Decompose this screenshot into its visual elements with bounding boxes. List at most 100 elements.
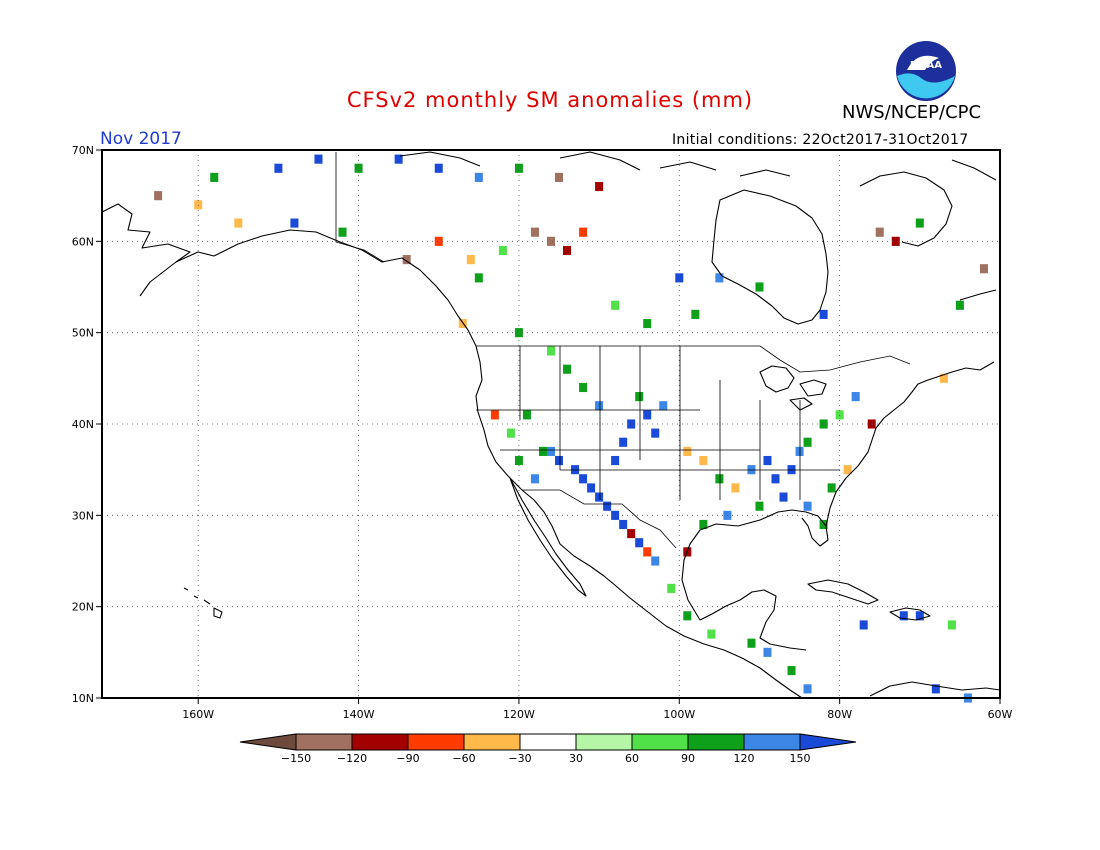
anomaly-cell	[875, 227, 884, 237]
anomaly-cell	[667, 583, 676, 593]
coastline-hispaniola	[889, 607, 931, 621]
anomaly-cell	[506, 428, 515, 438]
anomaly-cell	[787, 666, 796, 676]
colorbar-label: 90	[681, 752, 695, 765]
anomaly-cell	[546, 346, 556, 356]
anomaly-cell	[595, 181, 604, 192]
lon-tick-label: 60W	[988, 708, 1013, 721]
anomaly-cell	[947, 620, 956, 630]
anomaly-cell	[675, 273, 684, 283]
anomaly-cell	[530, 227, 539, 237]
anomaly-cell	[827, 483, 836, 493]
lat-tick-label: 40N	[72, 418, 94, 431]
anomaly-cell	[643, 318, 652, 329]
colorbar-bin	[463, 733, 521, 751]
anomaly-cell	[715, 474, 724, 484]
anomaly-cell	[274, 163, 283, 173]
coastline-mexico-east	[681, 509, 829, 621]
coastline-south-america	[869, 681, 1001, 697]
coastline-yucatan	[699, 589, 807, 651]
anomaly-cell	[867, 419, 876, 429]
colorbar-bin	[239, 733, 297, 751]
anomaly-cell	[643, 410, 652, 420]
colorbar-label: −90	[396, 752, 419, 765]
colorbar-bin	[351, 733, 409, 751]
forecast-month: Nov 2017	[100, 129, 182, 149]
anomaly-cell	[779, 492, 788, 502]
anomaly-cell	[611, 455, 620, 466]
anomaly-cell	[154, 191, 163, 201]
anomaly-cell	[627, 529, 636, 539]
anomaly-cell	[747, 638, 756, 648]
alaska-border	[335, 152, 385, 263]
anomaly-cell	[915, 611, 924, 621]
anomaly-cell	[514, 163, 523, 173]
anomaly-cell	[803, 684, 812, 694]
lon-tick-label: 140W	[343, 708, 375, 721]
lon-tick-label: 160W	[182, 708, 214, 721]
anomaly-cell	[603, 501, 612, 511]
lon-tick-label: 120W	[503, 708, 535, 721]
anomaly-cell	[699, 455, 708, 466]
anomaly-cell	[755, 501, 764, 511]
lat-tick-label: 60N	[72, 235, 94, 248]
anomaly-cell	[979, 264, 988, 274]
anomaly-cell	[819, 519, 828, 530]
anomaly-cell	[530, 474, 539, 484]
anomaly-cell	[955, 300, 964, 310]
anomaly-cell	[290, 218, 299, 228]
anomaly-cell	[210, 172, 219, 182]
anomaly-cell	[563, 364, 572, 374]
colorbar-bin	[631, 733, 689, 751]
anomaly-cell	[715, 273, 724, 283]
anomaly-cell	[835, 410, 844, 420]
coastline-west	[101, 203, 803, 699]
anomaly-cell	[466, 255, 475, 265]
anomaly-cell	[699, 519, 708, 530]
anomaly-cell	[763, 647, 772, 657]
latitude-axis: 70N 60N 50N 40N 30N 20N 10N	[72, 144, 102, 705]
colorbar-bin	[519, 733, 577, 751]
colorbar-bin	[295, 733, 353, 751]
anomaly-cell	[691, 309, 700, 319]
anomaly-cell	[891, 236, 900, 246]
anomaly-cell	[587, 483, 596, 493]
colorbar-label: −150	[281, 752, 311, 765]
anomaly-cell	[354, 163, 363, 173]
colorbar-label: −30	[508, 752, 531, 765]
anomaly-cell	[490, 410, 499, 420]
anomaly-cell	[859, 620, 868, 630]
anomaly-cell	[194, 200, 203, 210]
anomaly-cell	[939, 373, 948, 383]
anomaly-cell	[651, 428, 660, 438]
anomaly-cell	[611, 300, 620, 310]
anomaly-cell	[707, 629, 716, 639]
anomaly-cell	[635, 538, 644, 548]
coastline-cuba	[807, 579, 879, 605]
anomaly-cell	[915, 218, 924, 228]
anomaly-cell	[819, 419, 828, 429]
noaa-logo: NOAA	[896, 41, 956, 101]
anomaly-cell	[555, 455, 564, 466]
coastlines	[101, 151, 1001, 699]
anomaly-cell	[931, 684, 940, 694]
anomaly-cell	[563, 245, 572, 256]
coastline-east	[825, 361, 995, 527]
coastline-arctic-east	[859, 159, 997, 301]
coastline-baja	[509, 477, 587, 597]
anomaly-cell	[683, 611, 692, 621]
agency-label: NWS/NCEP/CPC	[842, 102, 982, 123]
colorbar-bin	[743, 733, 801, 751]
colorbar-label: 120	[734, 752, 755, 765]
colorbar-bin	[407, 733, 465, 751]
coastline-hudson-bay	[711, 189, 829, 325]
colorbar-label: 150	[790, 752, 811, 765]
anomaly-cell	[546, 236, 556, 246]
lat-tick-label: 70N	[72, 144, 94, 157]
colorbar-label: −60	[452, 752, 475, 765]
anomaly-cell	[595, 492, 604, 502]
anomaly-cell	[474, 273, 483, 283]
anomaly-cell	[659, 401, 668, 411]
lon-tick-label: 80W	[827, 708, 852, 721]
